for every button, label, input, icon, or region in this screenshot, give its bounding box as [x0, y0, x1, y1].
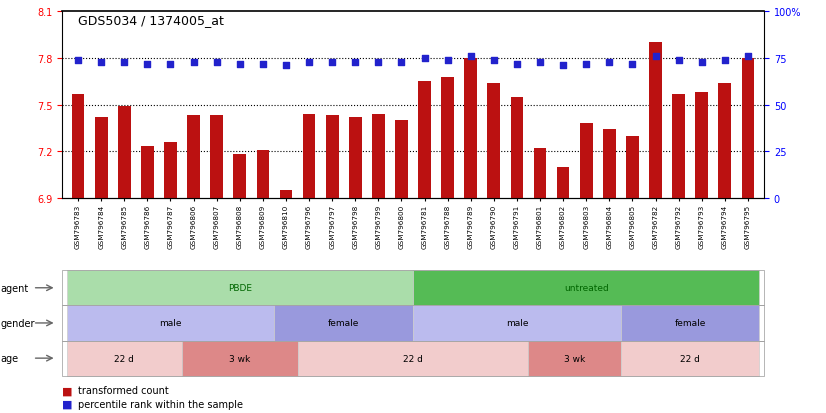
Text: percentile rank within the sample: percentile rank within the sample [78, 399, 244, 409]
Bar [118, 107, 131, 198]
Text: gender: gender [1, 318, 36, 328]
Text: PBDE: PBDE [228, 284, 252, 292]
Bar [372, 114, 385, 198]
Text: GDS5034 / 1374005_at: GDS5034 / 1374005_at [78, 14, 225, 27]
Point [510, 61, 524, 68]
Point [441, 57, 454, 64]
Point [741, 54, 754, 60]
Bar [95, 118, 107, 198]
Bar [164, 142, 177, 198]
Point [164, 61, 177, 68]
Text: female: female [675, 319, 706, 328]
Text: ■: ■ [62, 385, 73, 395]
Bar [603, 130, 615, 198]
Bar [441, 78, 454, 198]
Bar [695, 93, 708, 198]
Bar [302, 114, 316, 198]
Point [72, 57, 85, 64]
Bar [188, 116, 200, 198]
Text: 22 d: 22 d [403, 354, 423, 363]
Point [279, 63, 292, 70]
Bar [257, 150, 269, 198]
Bar [325, 116, 339, 198]
Bar [719, 84, 731, 198]
Point [580, 61, 593, 68]
Point [418, 56, 431, 62]
Bar [418, 82, 431, 198]
Point [187, 59, 200, 66]
Bar [234, 155, 246, 198]
Point [626, 61, 639, 68]
Bar [557, 167, 569, 198]
Text: male: male [506, 319, 528, 328]
Point [557, 63, 570, 70]
Bar [742, 59, 754, 198]
Point [325, 59, 339, 66]
Bar [510, 97, 524, 198]
Text: male: male [159, 319, 182, 328]
Bar [395, 121, 408, 198]
Point [95, 59, 108, 66]
Point [695, 59, 709, 66]
Point [534, 59, 547, 66]
Bar [211, 116, 223, 198]
Point [649, 54, 662, 60]
Bar [280, 190, 292, 198]
Text: 22 d: 22 d [114, 354, 135, 363]
Text: 3 wk: 3 wk [229, 354, 250, 363]
Point [349, 59, 362, 66]
Text: 22 d: 22 d [680, 354, 700, 363]
Bar [464, 59, 477, 198]
Point [140, 61, 154, 68]
Bar [349, 118, 362, 198]
Point [603, 59, 616, 66]
Bar [626, 136, 638, 198]
Bar [72, 95, 84, 198]
Text: untreated: untreated [564, 284, 609, 292]
Point [256, 61, 269, 68]
Text: female: female [328, 319, 359, 328]
Point [464, 54, 477, 60]
Point [395, 59, 408, 66]
Point [718, 57, 731, 64]
Point [302, 59, 316, 66]
Text: age: age [1, 353, 19, 363]
Bar [649, 43, 662, 198]
Bar [580, 124, 592, 198]
Point [672, 57, 686, 64]
Point [372, 59, 385, 66]
Bar [534, 149, 546, 198]
Text: agent: agent [1, 283, 29, 293]
Point [117, 59, 131, 66]
Point [210, 59, 223, 66]
Text: transformed count: transformed count [78, 385, 169, 395]
Text: 3 wk: 3 wk [564, 354, 586, 363]
Point [233, 61, 246, 68]
Bar [141, 147, 154, 198]
Point [487, 57, 501, 64]
Bar [487, 84, 501, 198]
Bar [672, 95, 685, 198]
Text: ■: ■ [62, 399, 73, 409]
